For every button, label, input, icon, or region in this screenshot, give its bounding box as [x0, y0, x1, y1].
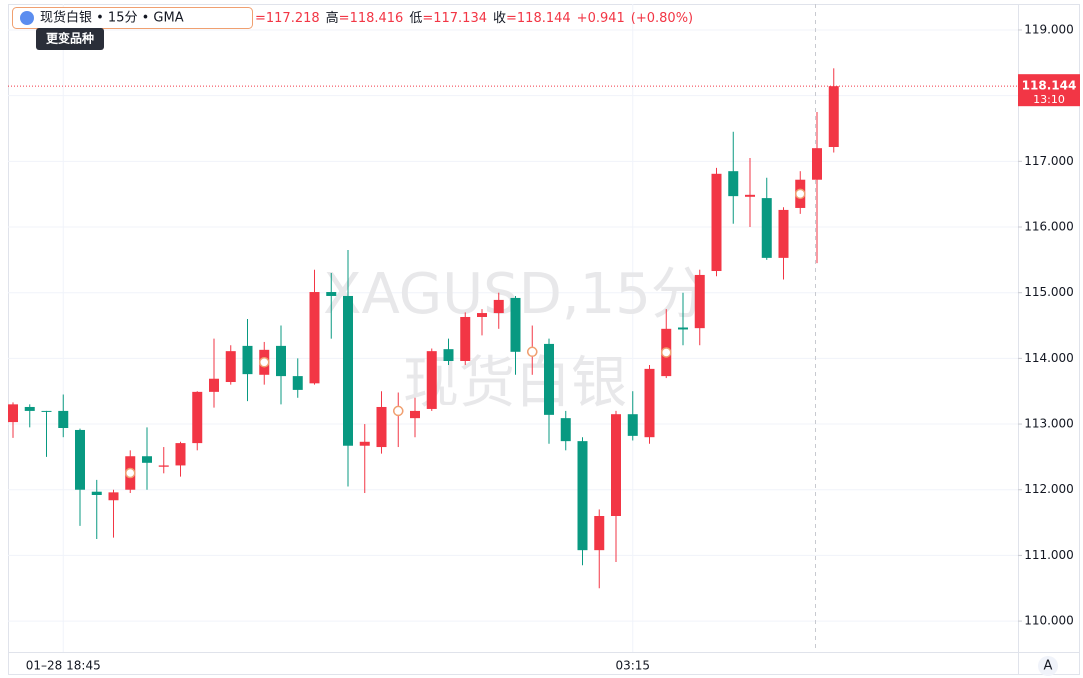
candle-body [510, 297, 521, 352]
legend-label: 收 [493, 11, 506, 26]
legend-label: 低 [409, 11, 422, 26]
candle-body [477, 313, 487, 317]
y-tick-label: 115.000 [1024, 285, 1074, 299]
legend-value: +0.941 [577, 11, 625, 26]
y-tick-label: 114.000 [1024, 351, 1074, 365]
legend-value: =118.416 [339, 11, 404, 26]
candle-body [761, 198, 772, 258]
y-tick-label: 117.000 [1024, 154, 1074, 168]
candle-body [225, 351, 236, 383]
legend-value: =118.144 [506, 11, 571, 26]
candle-body [560, 418, 571, 442]
candle-body [745, 194, 755, 197]
y-tick-label: 119.000 [1024, 22, 1074, 36]
tooltip-box [36, 28, 104, 50]
y-tick-label: 116.000 [1024, 220, 1074, 234]
candle-body [58, 410, 69, 428]
legend-value: (+0.80%) [631, 11, 693, 26]
candle-body [91, 491, 102, 495]
candle-body [108, 492, 119, 501]
event-marker [259, 357, 270, 368]
candle-body [828, 86, 839, 148]
candle-body [376, 406, 387, 448]
event-marker [795, 188, 806, 200]
candle-body [728, 171, 739, 197]
tooltip: 更变品种 [46, 31, 94, 46]
scale-button-bg[interactable] [1038, 656, 1058, 676]
x-tick-label: 03:15 [615, 659, 650, 673]
legend-label: 高 [326, 10, 339, 26]
candle-body [242, 345, 253, 375]
symbol-box[interactable] [12, 7, 253, 29]
frame [8, 4, 1080, 675]
y-tick-label: 110.000 [1024, 614, 1074, 628]
candle-body [309, 292, 320, 384]
candle-body [577, 441, 588, 551]
candle-body [694, 274, 705, 329]
candle-body [75, 429, 85, 490]
candle-body [359, 441, 370, 446]
candle-body [24, 406, 35, 411]
event-marker [661, 347, 672, 358]
symbol-icon [20, 11, 34, 25]
candle-body [812, 148, 822, 180]
grid [8, 4, 1018, 652]
y-tick-label: 111.000 [1024, 548, 1074, 562]
candle-body [8, 404, 18, 423]
candles [8, 68, 1018, 589]
candle-body [544, 343, 554, 415]
candle-body [192, 391, 203, 444]
y-tick-label: 113.000 [1024, 417, 1074, 431]
candle-body [678, 327, 688, 330]
candle-body [209, 378, 219, 392]
candle-body [443, 349, 454, 361]
candle-body [292, 376, 303, 390]
scale-button[interactable]: A [1044, 659, 1053, 674]
event-marker [125, 467, 136, 479]
watermark: XAGUSD,15分 现货白银 [323, 262, 707, 416]
candle-body [644, 368, 655, 438]
legend-value: =117.218 [255, 11, 320, 26]
event-marker [527, 346, 538, 358]
candle-body [142, 456, 152, 463]
symbol[interactable]: 现货白银 • 15分 • GMA [40, 10, 184, 26]
countdown: 13:10 [1033, 93, 1065, 106]
candle-body [460, 316, 471, 361]
candle-body [158, 465, 169, 467]
candle-body [426, 351, 437, 409]
price-label-box [1018, 74, 1080, 107]
candle-body [778, 209, 789, 258]
candle-body [276, 345, 286, 377]
candle-body [611, 414, 621, 517]
candle-body [343, 295, 353, 446]
candle-body [41, 410, 52, 412]
candle-body [175, 443, 186, 466]
candle-body [326, 292, 337, 296]
legend-value: =117.134 [422, 11, 487, 26]
x-tick-label: 01–28 18:45 [26, 659, 101, 673]
price-label: 118.144 [1022, 79, 1077, 93]
candle-body [410, 410, 420, 419]
ohlc-legend: =117.218 高=118.416 低=117.134 收=118.144 +0.94… [255, 10, 693, 26]
candle-body [594, 516, 605, 551]
y-tick-label: 112.000 [1024, 482, 1074, 496]
candle-body [627, 414, 638, 436]
candle-body [493, 299, 504, 314]
candle-body [711, 173, 722, 272]
event-marker [393, 405, 404, 417]
axes: 110.000 111.000 112.000 113.000 114.000 115.0… [26, 22, 1080, 673]
